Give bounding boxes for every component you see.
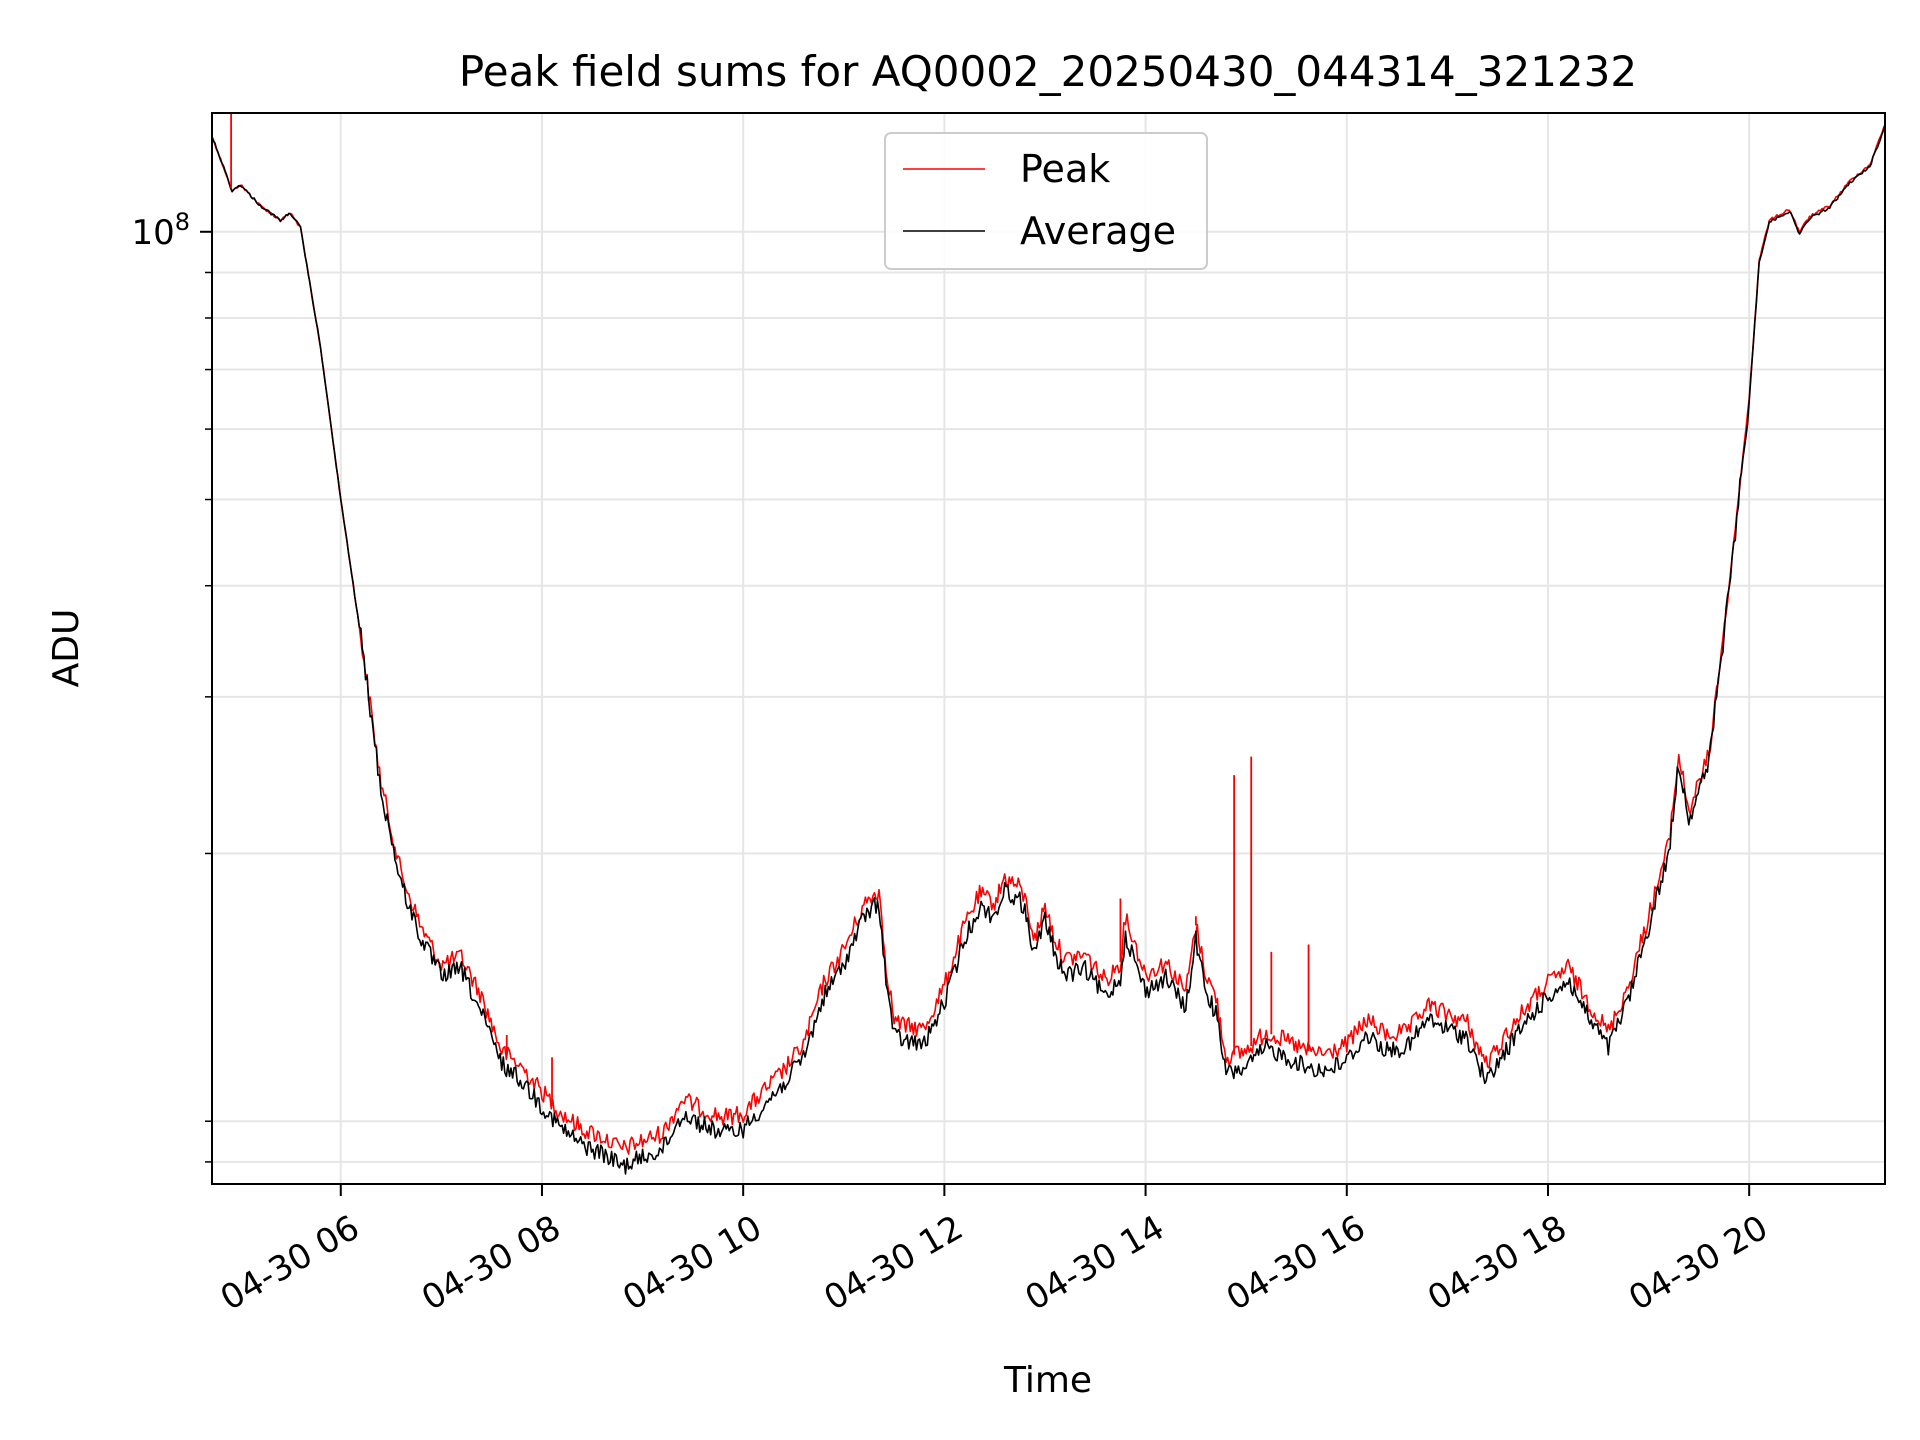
legend-label-peak: Peak — [1020, 147, 1110, 191]
legend-label-average: Average — [1020, 209, 1176, 253]
chart-title: Peak field sums for AQ0002_20250430_0443… — [459, 47, 1637, 96]
y-tick-label: 108 — [131, 208, 190, 253]
series-line-peak — [211, 124, 1886, 1155]
plot-frame — [211, 112, 1886, 1185]
x-axis-label: Time — [1003, 1360, 1092, 1401]
y-axis: 108 — [131, 208, 212, 1163]
plot-lines — [211, 113, 1886, 1175]
y-axis-label: ADU — [46, 609, 87, 688]
legend-box — [884, 132, 1208, 270]
series-line-average — [211, 125, 1886, 1175]
legend: Peak Average — [884, 132, 1208, 270]
